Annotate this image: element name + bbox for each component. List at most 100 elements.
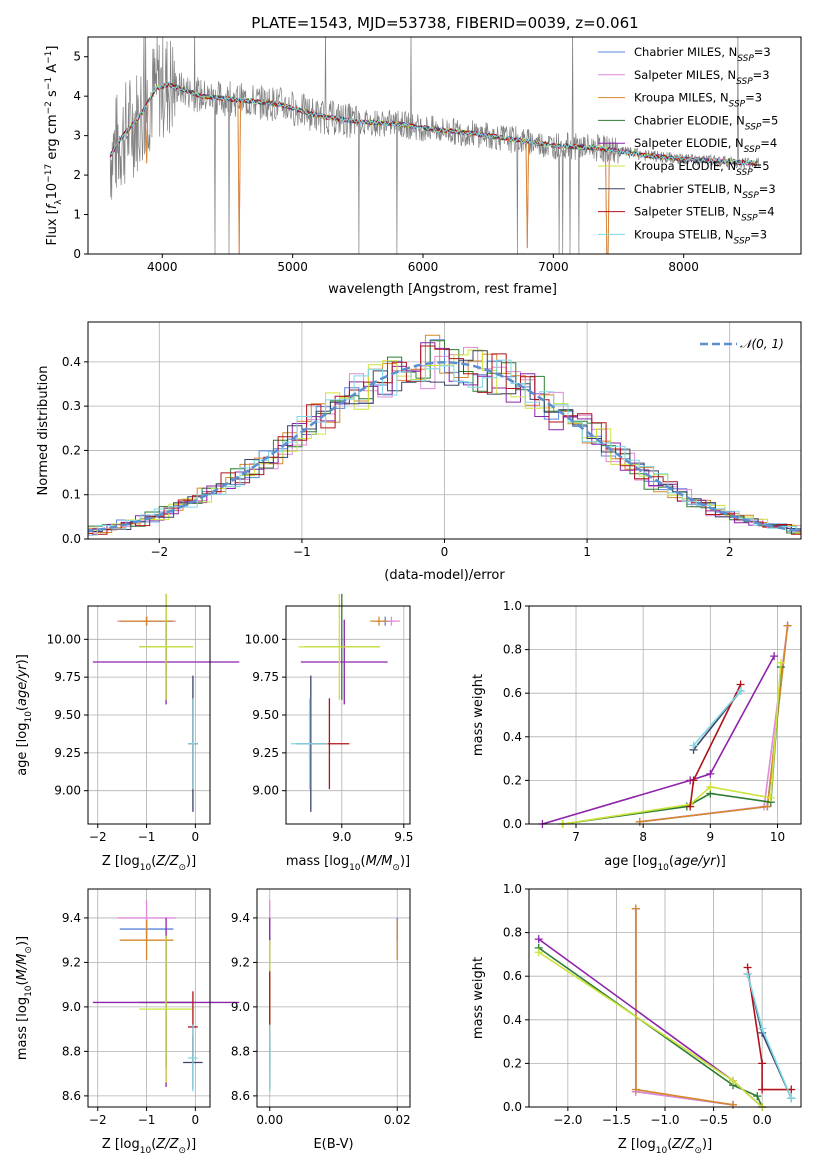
data-point-marker (729, 1076, 737, 1085)
y-tick-label: 8.6 (231, 1089, 250, 1103)
y-tick-label: 2 (73, 168, 81, 182)
y-tick-label: 0.2 (62, 443, 81, 457)
histogram-step-line (88, 349, 801, 535)
y-axis-label: mass [log10(M/M⊙)] (15, 936, 34, 1060)
x-tick-label: −0.5 (699, 1113, 728, 1127)
y-tick-label: 0.8 (503, 643, 522, 657)
data-point-marker (758, 1059, 767, 1068)
y-tick-label: 0.1 (62, 488, 81, 502)
y-tick-label: 1 (73, 208, 81, 222)
y-tick-label: 3 (73, 129, 81, 143)
series-line (538, 951, 763, 1108)
y-tick-label: 9.50 (54, 708, 81, 722)
data-point-marker (743, 970, 752, 979)
y-tick-label: 9.0 (62, 1000, 81, 1014)
y-tick-label: 9.25 (54, 746, 81, 760)
x-axis-label: age [log10(age/yr)] (604, 854, 726, 873)
age-vs-mass-panel: 9.0 9.5 9.00 9.25 9.50 9.75 10.00 mass [log10(M… (245, 593, 413, 873)
mass-vs-ebv-panel: 0.00 0.02 8.6 8.8 9.0 9.2 9.4 E(B-V) (231, 888, 411, 1152)
normal-curve-line (88, 361, 801, 533)
figure-title: PLATE=1543, MJD=53738, FIBERID=0039, z=0… (251, 14, 638, 32)
y-axis-label: age [log10(age/yr)] (15, 654, 34, 776)
y-axis-label: Normed distribution (36, 366, 51, 496)
y-tick-label: 9.75 (252, 670, 279, 684)
y-tick-label: 0.4 (503, 730, 522, 744)
x-tick-label: 9 (707, 830, 715, 844)
y-tick-label: 9.00 (54, 784, 81, 798)
x-tick-label: 8000 (668, 260, 699, 274)
y-tick-label: 9.4 (62, 911, 81, 925)
legend-entry-label: Chabrier ELODIE, NSSP=5 (634, 113, 778, 132)
series-line (538, 947, 763, 1108)
data-point-marker (729, 1100, 737, 1109)
y-axis-label: mass weight (471, 957, 486, 1039)
y-tick-label: 0.4 (62, 355, 81, 369)
y-tick-label: 0.6 (503, 969, 522, 983)
x-tick-label: −2 (89, 830, 107, 844)
legend-entry-label: 𝒩(0, 1) (740, 337, 784, 351)
x-tick-label: 1 (583, 545, 591, 559)
mass-weight-vs-metallicity-panel: −2.0 −1.5 −1.0 −0.5 0.0 0.0 0.2 0.4 0.6 0.8 1.0 Z [… (471, 882, 802, 1156)
y-tick-label: 0.0 (503, 817, 522, 831)
legend-entry-label: Salpeter STELIB, NSSP=4 (634, 205, 775, 224)
y-tick-label: 1.0 (503, 882, 522, 896)
data-point-marker (534, 948, 543, 957)
x-tick-label: 0.0 (753, 1113, 772, 1127)
y-tick-label: 9.75 (54, 670, 81, 684)
x-tick-label: −1.0 (650, 1113, 679, 1127)
series-line (746, 967, 792, 1091)
data-point-marker (753, 1092, 762, 1101)
series-line (692, 690, 742, 747)
axes-frame (256, 888, 411, 1108)
y-tick-label: 10.00 (47, 632, 81, 646)
mass-vs-metallicity-panel: −2 −1 0 8.6 8.8 9.0 9.2 9.4 Z [log10(Z/Z⊙)] mass … (15, 888, 240, 1156)
y-tick-label: 8.6 (62, 1089, 81, 1103)
x-tick-label: −1 (138, 1113, 156, 1127)
data-point-marker (706, 782, 715, 791)
x-tick-label: 0 (192, 830, 200, 844)
x-tick-label: 0 (192, 1113, 200, 1127)
data-point-marker (783, 621, 792, 630)
x-axis-label: wavelength [Angstrom, rest frame] (328, 282, 557, 297)
data-point-marker (631, 1085, 640, 1094)
mass-weight-vs-age-panel: 7 8 9 10 0.0 0.2 0.4 0.6 0.8 1.0 age [log10(age/yr… (471, 599, 802, 873)
series-line (542, 655, 775, 825)
y-tick-label: 10.00 (245, 632, 279, 646)
y-tick-label: 9.50 (252, 708, 279, 722)
data-point-marker (776, 658, 785, 667)
histogram-plot-area (88, 334, 801, 537)
y-tick-label: 8.8 (62, 1044, 81, 1058)
y-tick-label: 9.4 (231, 911, 250, 925)
x-tick-label: 10 (770, 830, 785, 844)
x-tick-label: 0.00 (256, 1113, 283, 1127)
legend-entry-label: Kroupa ELODIE, NSSP=5 (634, 159, 770, 178)
x-tick-label: −1.5 (602, 1113, 631, 1127)
data-point-marker (758, 1085, 767, 1094)
data-point-marker (736, 687, 745, 696)
histogram-step-line (88, 359, 801, 536)
y-tick-label: 0.6 (503, 686, 522, 700)
x-axis-label: (data-model)/error (384, 568, 505, 583)
y-tick-label: 0.4 (503, 1013, 522, 1027)
x-tick-label: 7 (572, 830, 580, 844)
x-tick-label: −1 (138, 830, 156, 844)
y-tick-label: 0.0 (503, 1100, 522, 1114)
x-tick-label: −2 (150, 545, 168, 559)
data-point-marker (770, 652, 779, 661)
data-point-marker (787, 1094, 796, 1103)
age-vs-metallicity-panel: −2 −1 0 9.00 9.25 9.50 9.75 10.00 Z [log10(Z/Z⊙)… (15, 593, 240, 873)
x-tick-label: −2 (89, 1113, 107, 1127)
data-point-marker (635, 817, 644, 826)
y-axis-label: mass weight (471, 674, 486, 756)
series-line (562, 666, 782, 825)
axes-frame (87, 605, 211, 825)
x-tick-label: 0 (441, 545, 449, 559)
y-tick-label: 9.0 (231, 1000, 250, 1014)
legend-entry-label: Chabrier MILES, NSSP=3 (634, 45, 771, 64)
legend-entry-label: Salpeter MILES, NSSP=3 (634, 68, 770, 87)
series-line (746, 973, 793, 1099)
legend-entry-label: Chabrier STELIB, NSSP=3 (634, 182, 776, 201)
axes-frame (87, 888, 211, 1108)
data-point-marker (706, 769, 715, 778)
